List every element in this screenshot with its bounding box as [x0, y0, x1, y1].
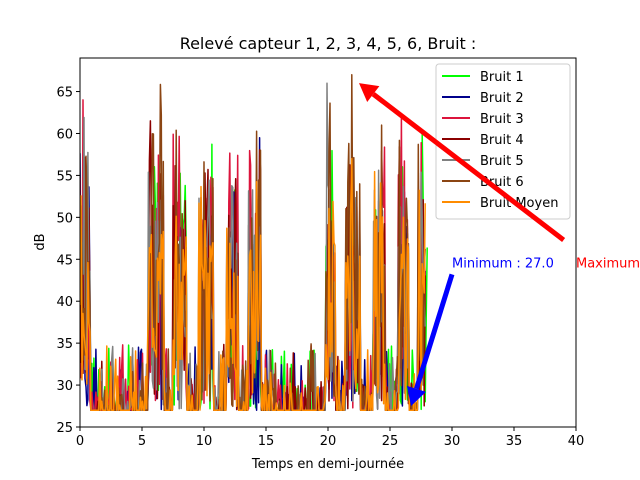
x-tick-label: 40	[568, 434, 585, 449]
y-tick-label: 30	[56, 379, 73, 394]
annotation-label: Maximum : 67.0	[576, 256, 640, 271]
x-tick-label: 25	[382, 434, 399, 449]
annotation-arrow-head	[406, 385, 426, 407]
y-tick-label: 25	[56, 421, 73, 436]
x-tick-label: 30	[444, 434, 461, 449]
annotation-arrow-head	[359, 83, 380, 103]
series-line-bruit-moyen	[80, 157, 426, 411]
annotation-label: Minimum : 27.0	[452, 256, 554, 271]
x-tick-label: 0	[76, 434, 84, 449]
legend-entry: Bruit 2	[480, 91, 524, 106]
legend-entry: Bruit 4	[480, 133, 524, 148]
legend-entry: Bruit 1	[480, 70, 524, 85]
legend-entry: Bruit 5	[480, 154, 524, 169]
x-tick-label: 15	[258, 434, 275, 449]
y-tick-label: 55	[56, 169, 73, 184]
annotation-arrow-shaft	[414, 273, 455, 390]
y-tick-label: 40	[56, 295, 73, 310]
legend-entry: Bruit 3	[480, 112, 524, 127]
annotation-arrow-shaft	[371, 92, 566, 242]
y-tick-label: 45	[56, 253, 73, 268]
x-axis-title: Temps en demi-journée	[251, 457, 404, 472]
y-axis-title: dB	[33, 233, 48, 250]
y-tick-label: 65	[56, 86, 73, 101]
ticks-layer: 0 5 10 15 20 25 30 35 40 25 30 35 40 45 50 55 60 65	[56, 86, 584, 449]
x-tick-label: 20	[320, 434, 337, 449]
annotations: Minimum : 27.0 Maximum : 67.0	[359, 83, 640, 407]
y-tick-label: 35	[56, 337, 73, 352]
chart-title: Relevé capteur 1, 2, 3, 4, 5, 6, Bruit :	[180, 34, 477, 53]
x-tick-label: 5	[138, 434, 146, 449]
x-tick-label: 10	[196, 434, 213, 449]
y-tick-label: 60	[56, 127, 73, 142]
x-tick-label: 35	[506, 434, 523, 449]
y-tick-label: 50	[56, 211, 73, 226]
series-layer	[80, 74, 428, 411]
